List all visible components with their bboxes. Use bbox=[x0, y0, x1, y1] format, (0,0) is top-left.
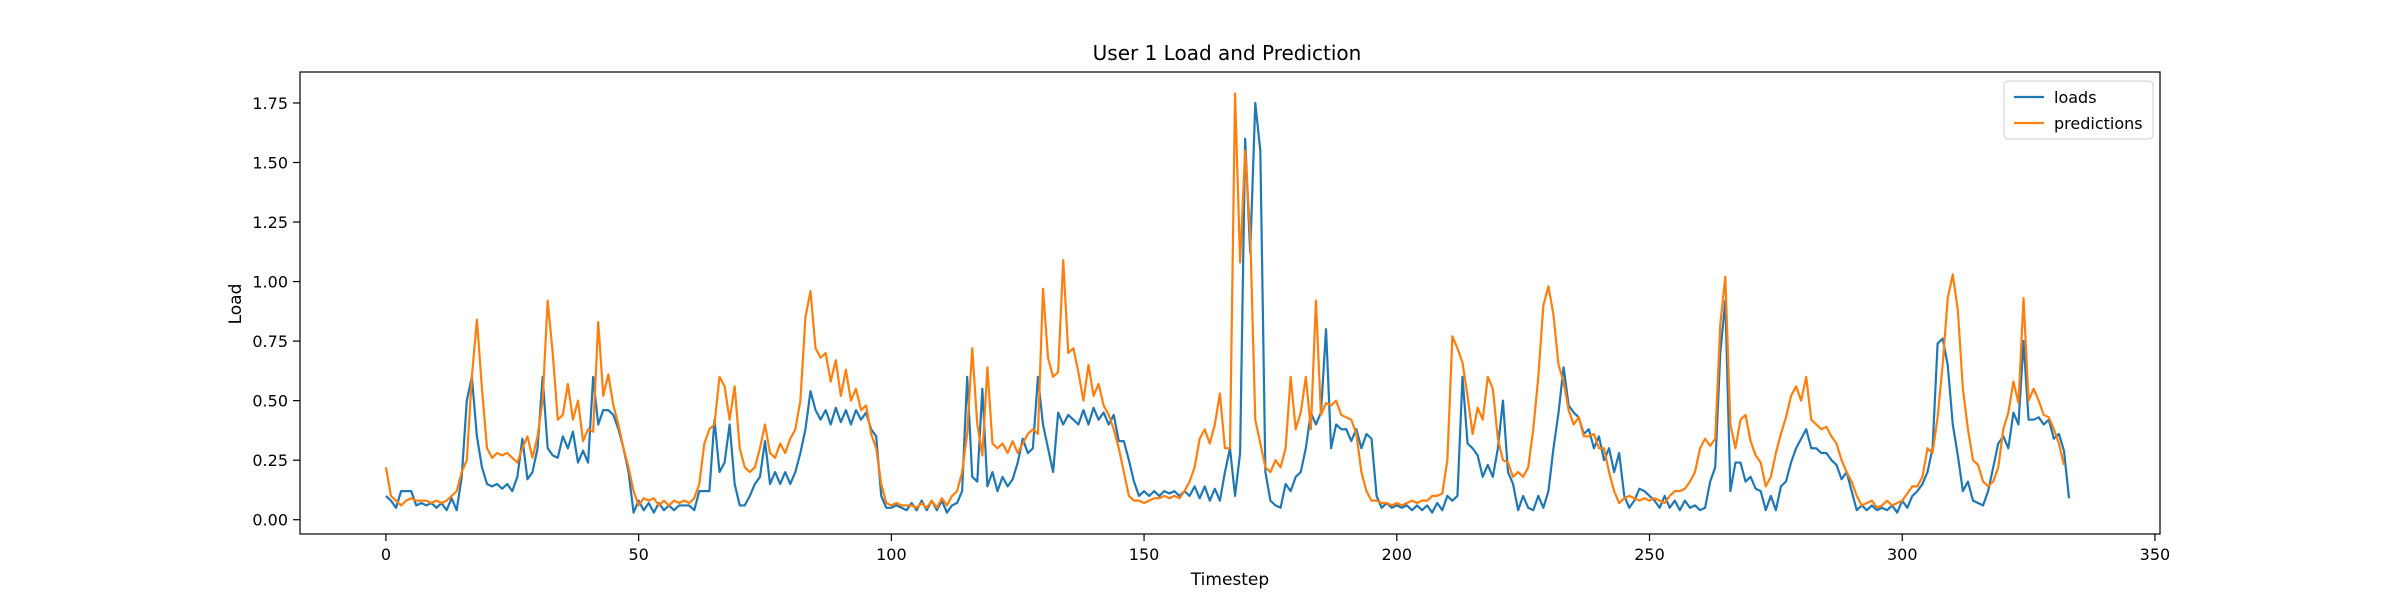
plot-area: 0 50 100 150 200 250 300 350 0.00 0.25 0.50 0.75 1.… bbox=[252, 71, 2170, 564]
y-tick-label: 1.00 bbox=[252, 273, 288, 292]
y-tick-label: 0.50 bbox=[252, 392, 288, 411]
y-tick-label: 1.25 bbox=[252, 213, 288, 232]
series-layer bbox=[384, 92, 2071, 514]
legend-box bbox=[2003, 80, 2154, 140]
x-tick-label: 300 bbox=[1887, 545, 1918, 564]
x-axis-label: Timestep bbox=[1190, 570, 1269, 590]
legend-label-predictions: predictions bbox=[2054, 114, 2143, 133]
y-tick-label: 0.00 bbox=[252, 511, 288, 530]
x-tick-label: 100 bbox=[876, 545, 907, 564]
y-tick-label: 1.50 bbox=[252, 153, 288, 172]
y-tick-label: 0.25 bbox=[252, 451, 288, 470]
x-axis: 0 50 100 150 200 250 300 350 bbox=[381, 534, 2170, 564]
x-tick-label: 200 bbox=[1382, 545, 1413, 564]
chart-title: User 1 Load and Prediction bbox=[1093, 41, 1362, 65]
y-tick-label: 0.75 bbox=[252, 332, 288, 351]
y-axis-label: Load bbox=[226, 284, 246, 325]
x-tick-label: 350 bbox=[2140, 545, 2171, 564]
x-tick-label: 250 bbox=[1634, 545, 1665, 564]
y-tick-label: 1.75 bbox=[252, 94, 288, 113]
series-line-loads bbox=[385, 101, 2071, 514]
plot-frame bbox=[299, 71, 2161, 535]
series-line-predictions bbox=[384, 92, 2066, 509]
legend: loads predictions bbox=[2003, 80, 2154, 140]
x-tick-label: 0 bbox=[381, 545, 391, 564]
y-axis: 0.00 0.25 0.50 0.75 1.00 1.25 1.50 1.75 bbox=[252, 94, 300, 530]
legend-label-loads: loads bbox=[2054, 88, 2097, 107]
x-tick-label: 50 bbox=[628, 545, 648, 564]
x-tick-label: 150 bbox=[1129, 545, 1160, 564]
